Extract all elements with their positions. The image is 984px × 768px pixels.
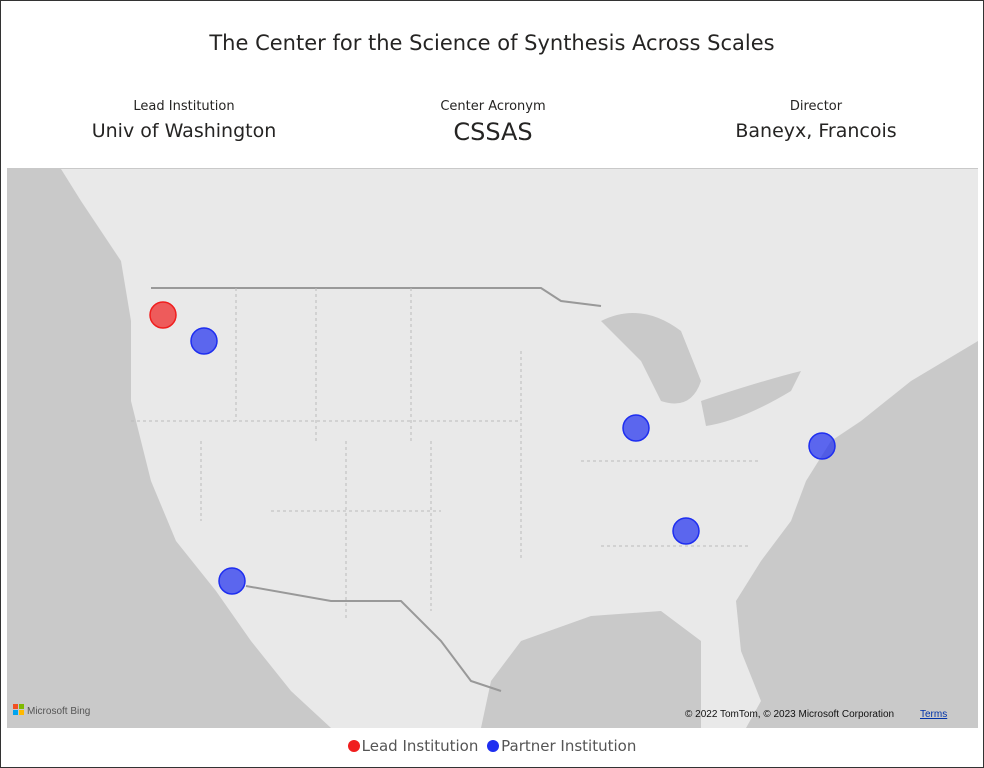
card: Lead Institution Univ of Washington [34, 99, 334, 142]
institution-marker[interactable] [190, 327, 218, 355]
terms-link[interactable]: Terms [920, 709, 947, 720]
legend-swatch [487, 740, 500, 752]
legend-item[interactable]: Lead Institution [347, 737, 479, 755]
legend-item[interactable]: Partner Institution [487, 737, 636, 755]
card-value: Baneyx, Francois [735, 120, 897, 142]
card: Center Acronym CSSAS [343, 99, 643, 146]
attribution: © 2022 TomTom, © 2023 Microsoft Corporat… [685, 709, 894, 720]
card-label: Center Acronym [440, 99, 546, 114]
bing-logo: Microsoft Bing [13, 704, 90, 717]
legend-label: Lead Institution [361, 737, 479, 755]
legend: Lead Institution Partner Institution [1, 737, 983, 755]
markers [149, 301, 836, 595]
map[interactable]: Microsoft Bing © 2022 TomTom, © 2023 Mic… [7, 168, 978, 728]
card-value: CSSAS [453, 118, 533, 146]
card: Director Baneyx, Francois [666, 99, 966, 142]
title: The Center for the Science of Synthesis … [209, 31, 775, 55]
institution-marker[interactable] [672, 517, 700, 545]
institution-marker[interactable] [622, 414, 650, 442]
provider: Microsoft Bing [27, 706, 90, 717]
legend-label: Partner Institution [501, 737, 637, 755]
institution-marker[interactable] [149, 301, 177, 329]
legend-swatch [347, 740, 360, 752]
card-label: Lead Institution [133, 99, 235, 114]
card-label: Director [789, 99, 843, 114]
institution-marker[interactable] [218, 567, 246, 595]
land [61, 169, 978, 728]
institution-marker[interactable] [808, 432, 836, 460]
card-value: Univ of Washington [91, 120, 277, 142]
